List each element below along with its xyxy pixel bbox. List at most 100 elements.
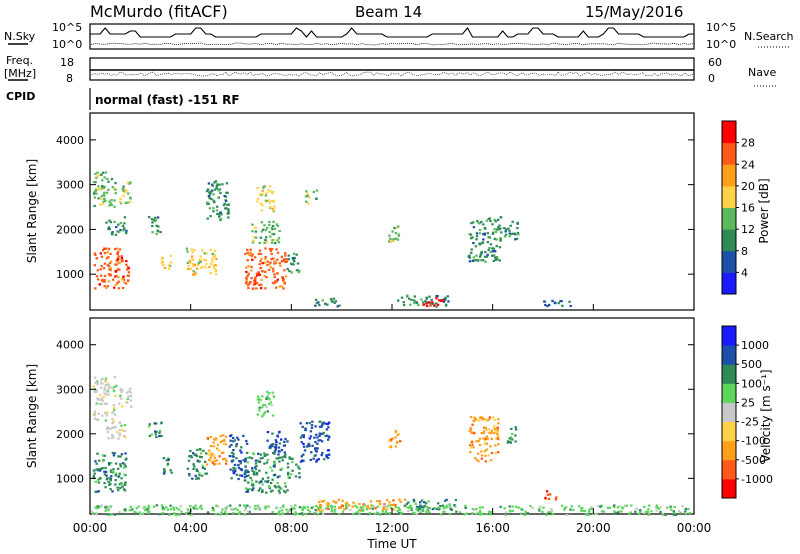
power-cell <box>245 281 248 284</box>
velocity-cell <box>333 505 336 508</box>
velocity-cell <box>228 445 231 448</box>
velocity-cell <box>643 511 646 514</box>
power-cell <box>122 278 126 281</box>
power-cell <box>191 263 195 266</box>
power-cell <box>92 180 96 184</box>
power-cell <box>99 197 103 200</box>
power-cell <box>273 275 276 279</box>
power-cell <box>109 267 112 270</box>
velocity-cell <box>494 427 497 430</box>
velocity-cell <box>299 422 302 425</box>
velocity-cell <box>123 424 127 427</box>
velocity-cell <box>246 510 250 513</box>
velocity-cell <box>153 422 156 425</box>
power-cell <box>480 220 483 223</box>
velocity-cell <box>495 437 498 440</box>
velocity-cell <box>437 502 440 505</box>
velocity-cell <box>494 444 497 447</box>
power-cell <box>490 254 494 257</box>
power-cell <box>486 232 490 235</box>
velocity-cell <box>485 428 488 431</box>
velocity-cell <box>293 507 296 510</box>
velocity-cell <box>247 481 250 484</box>
velocity-cell <box>203 460 207 463</box>
velocity-cell <box>369 500 373 503</box>
power-cell <box>258 263 261 266</box>
power-cell <box>157 225 160 228</box>
power-cell <box>495 238 498 241</box>
velocity-y-tick-label: 4000 <box>56 339 84 352</box>
power-y-tick-label: 1000 <box>56 268 84 281</box>
velocity-cell <box>267 505 270 508</box>
velocity-cell <box>341 499 344 502</box>
velocity-cell <box>372 505 376 508</box>
velocity-cell <box>254 468 258 471</box>
velocity-cell <box>271 511 274 514</box>
velocity-cell <box>303 507 307 510</box>
power-cell <box>318 304 321 307</box>
power-cell <box>125 260 128 263</box>
velocity-colorbar-label: 100 <box>741 377 762 390</box>
velocity-cell <box>119 387 122 390</box>
velocity-cell <box>399 512 403 515</box>
velocity-cell <box>335 501 338 504</box>
velocity-cell <box>147 504 150 507</box>
power-cell <box>116 247 119 250</box>
velocity-cell <box>396 510 399 513</box>
velocity-cell <box>147 510 150 513</box>
velocity-cell <box>647 508 650 511</box>
velocity-cell <box>476 452 480 455</box>
power-cell <box>250 269 253 272</box>
power-cell <box>116 258 119 261</box>
velocity-cell <box>244 460 247 463</box>
power-cell <box>271 228 274 231</box>
velocity-cell <box>357 509 361 512</box>
velocity-cell <box>286 440 289 443</box>
velocity-cell <box>351 505 354 508</box>
power-cell <box>397 233 400 236</box>
power-cell <box>127 181 130 184</box>
velocity-cell <box>122 466 126 469</box>
velocity-scatter-cells <box>90 376 692 517</box>
power-cell <box>154 219 158 222</box>
velocity-cell <box>269 401 272 404</box>
velocity-cell <box>390 439 393 442</box>
power-cell <box>387 240 391 243</box>
power-cell <box>98 187 101 190</box>
velocity-cell <box>371 507 374 510</box>
velocity-cell <box>616 506 619 509</box>
velocity-cell <box>485 442 489 445</box>
power-cell <box>187 267 190 270</box>
power-cell <box>283 269 286 272</box>
power-cell <box>268 199 271 202</box>
velocity-cell <box>271 489 274 492</box>
velocity-cell <box>114 413 117 416</box>
velocity-cell <box>272 451 275 455</box>
velocity-cell <box>602 510 605 513</box>
velocity-cell <box>162 472 166 475</box>
velocity-cell <box>291 507 295 510</box>
power-cell <box>227 216 230 219</box>
power-cell <box>482 233 485 236</box>
velocity-cell <box>253 471 256 474</box>
velocity-cell <box>645 510 648 513</box>
velocity-cell <box>118 432 121 435</box>
power-cell <box>126 279 130 282</box>
power-cell <box>244 252 247 255</box>
velocity-cell <box>111 451 115 454</box>
power-cell <box>271 239 274 242</box>
velocity-cell <box>252 453 255 456</box>
velocity-cell <box>245 490 248 493</box>
power-cell <box>148 216 151 219</box>
power-cell <box>492 259 496 262</box>
velocity-cell <box>279 468 282 471</box>
power-cell <box>422 301 425 304</box>
velocity-cell <box>389 446 393 449</box>
velocity-cell <box>93 410 97 413</box>
velocity-cell <box>232 449 235 452</box>
power-cell <box>217 189 220 192</box>
velocity-cell <box>259 457 262 460</box>
velocity-cell <box>123 482 127 485</box>
